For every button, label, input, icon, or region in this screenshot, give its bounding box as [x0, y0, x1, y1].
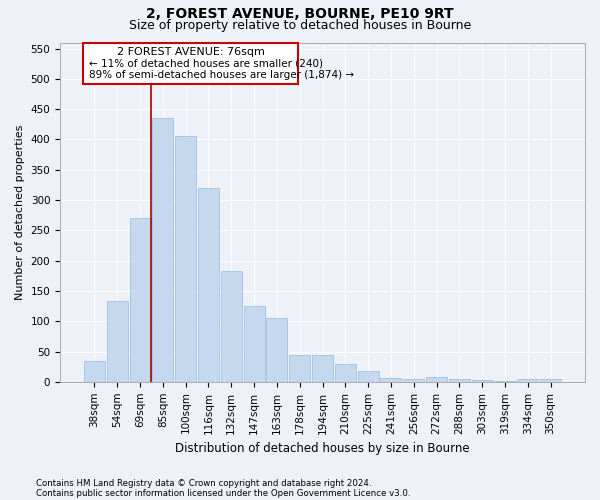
Bar: [472, 380, 493, 382]
Text: 89% of semi-detached houses are larger (1,874) →: 89% of semi-detached houses are larger (…: [89, 70, 354, 81]
Bar: [426, 377, 447, 382]
Bar: [152, 118, 173, 382]
Bar: [449, 379, 470, 382]
Bar: [312, 354, 333, 382]
Text: ← 11% of detached houses are smaller (240): ← 11% of detached houses are smaller (24…: [89, 58, 323, 68]
FancyBboxPatch shape: [83, 42, 298, 84]
Text: 2 FOREST AVENUE: 76sqm: 2 FOREST AVENUE: 76sqm: [117, 48, 265, 58]
Bar: [266, 318, 287, 382]
Text: Size of property relative to detached houses in Bourne: Size of property relative to detached ho…: [129, 19, 471, 32]
Bar: [335, 364, 356, 382]
Bar: [130, 218, 151, 382]
Text: Contains public sector information licensed under the Open Government Licence v3: Contains public sector information licen…: [36, 488, 410, 498]
X-axis label: Distribution of detached houses by size in Bourne: Distribution of detached houses by size …: [175, 442, 470, 455]
Bar: [358, 371, 379, 382]
Bar: [84, 360, 105, 382]
Bar: [540, 379, 561, 382]
Bar: [517, 379, 538, 382]
Bar: [244, 306, 265, 382]
Bar: [289, 354, 310, 382]
Text: 2, FOREST AVENUE, BOURNE, PE10 9RT: 2, FOREST AVENUE, BOURNE, PE10 9RT: [146, 8, 454, 22]
Bar: [494, 380, 515, 382]
Bar: [221, 271, 242, 382]
Bar: [198, 188, 219, 382]
Bar: [175, 136, 196, 382]
Bar: [380, 378, 401, 382]
Bar: [403, 379, 424, 382]
Bar: [107, 301, 128, 382]
Y-axis label: Number of detached properties: Number of detached properties: [15, 124, 25, 300]
Text: Contains HM Land Registry data © Crown copyright and database right 2024.: Contains HM Land Registry data © Crown c…: [36, 478, 371, 488]
